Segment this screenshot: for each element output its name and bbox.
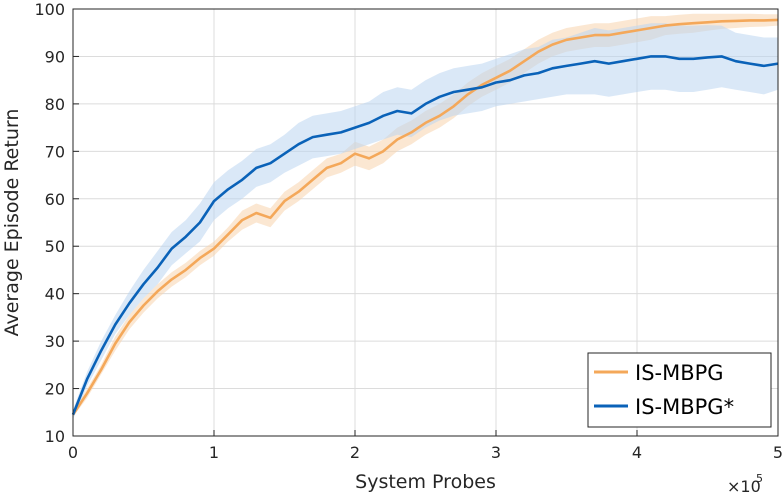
series-line-is-mbpg-star (71, 55, 779, 416)
legend: IS-MBPG IS-MBPG* (587, 352, 772, 428)
y-tick-label: 80 (45, 95, 65, 114)
x-tick-label: 1 (209, 443, 219, 462)
x-axis-multiplier: ×10 5 (727, 472, 763, 494)
y-tick-label: 60 (45, 190, 65, 209)
y-tick-label: 40 (45, 285, 65, 304)
x-tick-label: 0 (68, 443, 78, 462)
x-axis-title: System Probes (355, 471, 496, 493)
legend-label-is-mbpg-star: IS-MBPG* (635, 395, 734, 419)
confidence-bands (73, 13, 778, 420)
x-tick-label: 2 (350, 443, 360, 462)
series-line-is-mbpg (71, 18, 779, 416)
axis-ticks: 0 1 2 3 4 5 10 20 30 40 50 60 70 80 90 100 (34, 0, 783, 462)
y-tick-label: 70 (45, 142, 65, 161)
x-tick-label: 3 (491, 443, 501, 462)
band-is-mbpg-star (73, 23, 778, 420)
y-axis-title: Average Episode Return (1, 109, 23, 337)
x-multiplier-base: ×10 (727, 477, 761, 494)
x-tick-label: 5 (773, 443, 783, 462)
x-multiplier-exponent: 5 (756, 472, 763, 485)
legend-label-is-mbpg: IS-MBPG (635, 361, 724, 385)
y-tick-label: 100 (34, 0, 65, 19)
x-tick-label: 4 (632, 443, 642, 462)
series-lines (71, 18, 779, 416)
y-tick-label: 30 (45, 332, 65, 351)
y-tick-label: 50 (45, 237, 65, 256)
y-tick-label: 90 (45, 47, 65, 66)
y-tick-label: 10 (45, 427, 65, 446)
y-tick-label: 20 (45, 380, 65, 399)
plot-frame (72, 8, 779, 437)
legend-box (587, 352, 772, 428)
